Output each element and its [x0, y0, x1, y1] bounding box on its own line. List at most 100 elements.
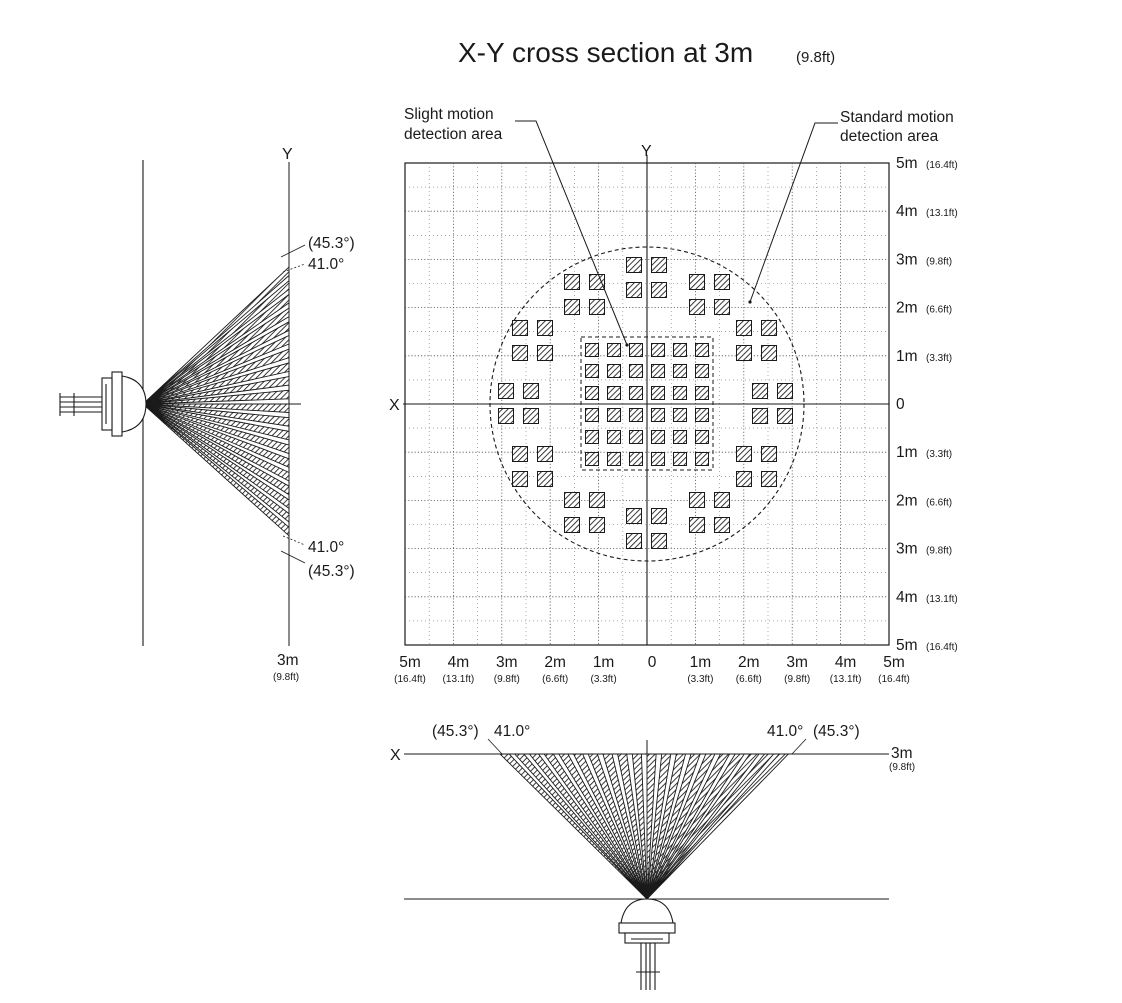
fan-wedge	[142, 403, 290, 537]
detection-zone	[651, 452, 665, 466]
bottom-tick-label: 5m	[399, 654, 421, 671]
detection-zone	[607, 452, 621, 466]
right-tick-label: 0	[896, 396, 905, 413]
right-tick-label-ft: (6.6ft)	[926, 497, 952, 508]
fan-wedge	[142, 348, 290, 405]
detection-zone	[736, 345, 752, 361]
x-axis-label: X	[389, 397, 400, 414]
bottom-tick-label-ft: (6.6ft)	[542, 674, 568, 685]
detection-zone	[537, 320, 553, 336]
bottom-leader-left	[487, 738, 503, 755]
bottom-tick-label: 4m	[448, 654, 470, 671]
detection-zone	[537, 471, 553, 487]
bottom-tick-label-ft: (3.3ft)	[591, 674, 617, 685]
bottom-tick-label: 4m	[835, 654, 857, 671]
fan-wedge	[646, 753, 731, 900]
right-tick-label: 1m	[896, 348, 918, 365]
fan-wedge	[142, 403, 290, 496]
right-tick-label-ft: (16.4ft)	[926, 160, 958, 171]
bottom-tick-label-ft: (16.4ft)	[394, 674, 426, 685]
detection-zone	[651, 386, 665, 400]
detection-zone	[651, 343, 665, 357]
bottom-leader-right	[791, 738, 807, 755]
fan-wedge	[543, 753, 648, 900]
detection-zone	[589, 492, 605, 508]
bottom-tick-label: 2m	[738, 654, 760, 671]
fan-wedge	[142, 334, 290, 405]
bottom-tick-label-ft: (3.3ft)	[687, 674, 713, 685]
right-tick-label-ft: (13.1ft)	[926, 594, 958, 605]
right-tick-label: 1m	[896, 444, 918, 461]
detection-zone	[673, 430, 687, 444]
detection-zone	[651, 508, 667, 524]
right-tick-label: 5m	[896, 637, 918, 654]
fan-wedge	[142, 265, 290, 405]
detection-zone	[626, 508, 642, 524]
right-tick-label-ft: (16.4ft)	[926, 642, 958, 653]
fan-wedge	[646, 753, 716, 900]
detection-zone	[777, 408, 793, 424]
detection-zone	[736, 471, 752, 487]
fan-wedge	[142, 403, 290, 510]
sensor-side-icon	[59, 371, 147, 437]
standard-area-label-2: detection area	[840, 128, 939, 145]
bottom-tick-label-ft: (16.4ft)	[878, 674, 910, 685]
detection-zone	[564, 299, 580, 315]
page-title: X-Y cross section at 3m	[458, 37, 753, 68]
detection-zone	[752, 408, 768, 424]
right-tick-label: 3m	[896, 541, 918, 558]
detection-zone	[695, 408, 709, 422]
detection-zone	[777, 383, 793, 399]
fan-wedge	[557, 753, 648, 900]
detection-zone	[512, 345, 528, 361]
fan-wedge	[572, 753, 648, 900]
standard-area-dot	[748, 300, 752, 304]
detection-zone	[589, 517, 605, 533]
right-tick-labels: 5m (16.4ft) 4m (13.1ft) 3m (9.8ft) 2m (6.6ft) 1m…	[896, 155, 958, 654]
bottom-angle-right-outer: (45.3°)	[813, 723, 860, 740]
detection-zone	[651, 533, 667, 549]
side-distance-ft: (9.8ft)	[273, 672, 299, 683]
bottom-view: X (45.3°) 41.0° 41.0° (45.3°) 3m (9.8ft)	[390, 723, 915, 990]
detection-zone	[629, 343, 643, 357]
detection-zone	[589, 274, 605, 290]
detection-zone	[695, 452, 709, 466]
detection-zone	[523, 383, 539, 399]
bottom-tick-label-ft: (9.8ft)	[784, 674, 810, 685]
detection-zone	[761, 320, 777, 336]
detection-zone	[585, 364, 599, 378]
fan-wedge	[142, 362, 290, 405]
detection-zone	[498, 383, 514, 399]
bottom-angle-left-outer: (45.3°)	[432, 723, 479, 740]
fan-wedge	[142, 403, 290, 524]
standard-area-leader	[749, 122, 838, 303]
right-tick-label: 2m	[896, 492, 918, 509]
bottom-tick-label: 0	[648, 654, 657, 671]
fan-wedge	[631, 753, 648, 900]
bottom-tick-label: 1m	[593, 654, 615, 671]
bottom-tick-labels: 5m (16.4ft) 4m (13.1ft) 3m (9.8ft) 2m (6.6ft) 1m…	[394, 654, 910, 685]
detection-zone	[673, 364, 687, 378]
bottom-distance: 3m	[891, 745, 913, 762]
detection-zone	[695, 386, 709, 400]
bottom-distance-ft: (9.8ft)	[889, 762, 915, 773]
fan-wedge	[142, 293, 290, 405]
detection-zone	[607, 364, 621, 378]
bottom-tick-label: 2m	[544, 654, 566, 671]
detection-zone	[564, 274, 580, 290]
xy-grid	[403, 155, 890, 646]
side-leader-top-outer	[280, 244, 306, 258]
side-leader-bot-inner	[282, 535, 306, 546]
fan-wedge	[646, 753, 746, 900]
right-tick-label-ft: (3.3ft)	[926, 353, 952, 364]
bottom-tick-label-ft: (13.1ft)	[830, 674, 862, 685]
side-angle-top-inner: 41.0°	[308, 256, 344, 273]
detection-zone	[752, 383, 768, 399]
detection-zone	[651, 257, 667, 273]
detection-zone	[629, 408, 643, 422]
fan-wedge	[602, 753, 648, 900]
detection-zone	[512, 320, 528, 336]
detection-zone	[651, 408, 665, 422]
detection-zone	[689, 274, 705, 290]
fan-wedge	[513, 753, 648, 900]
